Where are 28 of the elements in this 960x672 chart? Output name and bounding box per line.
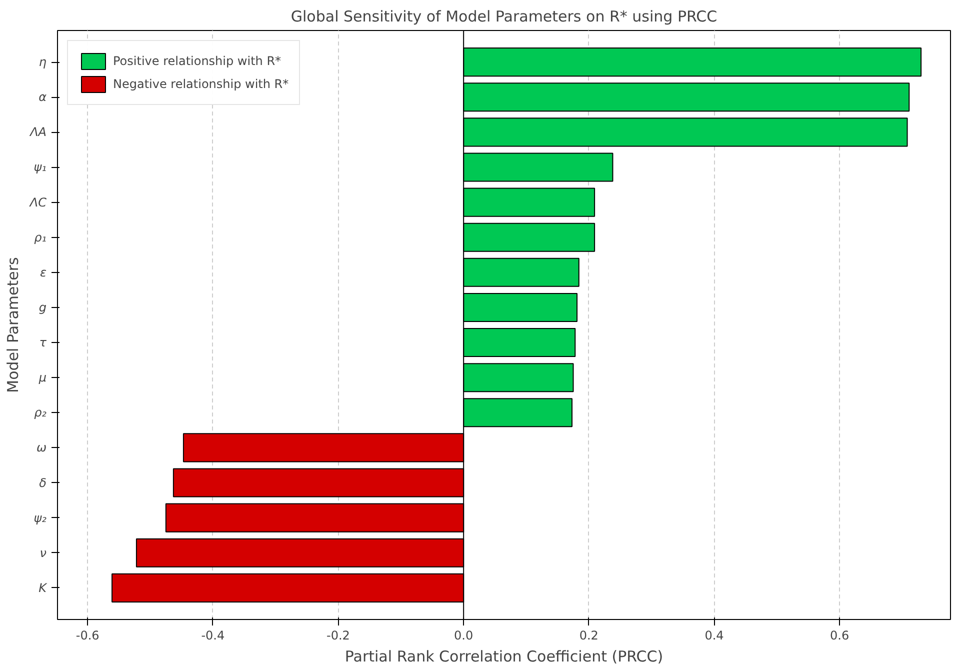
y-tick-label: ρ₂ — [34, 406, 47, 420]
x-tick-label: -0.2 — [326, 628, 350, 642]
x-tick-label: -0.4 — [201, 628, 225, 642]
y-tick-label: τ — [39, 336, 48, 350]
y-tick-label: ψ₁ — [34, 160, 47, 174]
y-tick-label: ψ₂ — [34, 510, 47, 525]
x-tick-label: 0.0 — [454, 628, 474, 642]
legend-label: Positive relationship with R* — [113, 54, 282, 68]
x-tick-label: 0.6 — [830, 628, 850, 642]
y-tick-label: K — [38, 580, 48, 595]
y-tick-label: α — [38, 90, 47, 104]
y-tick-label: ΛA — [29, 125, 47, 140]
chart-title: Global Sensitivity of Model Parameters on R* using PRCC — [290, 8, 718, 26]
y-tick-label: δ — [39, 476, 46, 490]
y-tick-label: ρ₁ — [34, 230, 47, 244]
y-tick-label: ΛC — [28, 195, 48, 210]
y-tick-label: μ — [38, 370, 47, 385]
y-tick-label: η — [38, 55, 47, 70]
legend-label: Negative relationship with R* — [113, 77, 289, 91]
y-tick-label: ω — [36, 440, 47, 455]
y-axis-title: Model Parameters — [4, 256, 22, 393]
x-axis-title: Partial Rank Correlation Coefficient (PRCC) — [344, 648, 664, 666]
y-tick-label: g — [38, 300, 47, 314]
x-tick-label: 0.2 — [579, 628, 598, 642]
x-tick-label: 0.4 — [704, 628, 724, 642]
y-tick-label: ν — [40, 546, 47, 560]
y-tick-label: ε — [40, 265, 48, 280]
x-tick-label: -0.6 — [76, 628, 100, 642]
